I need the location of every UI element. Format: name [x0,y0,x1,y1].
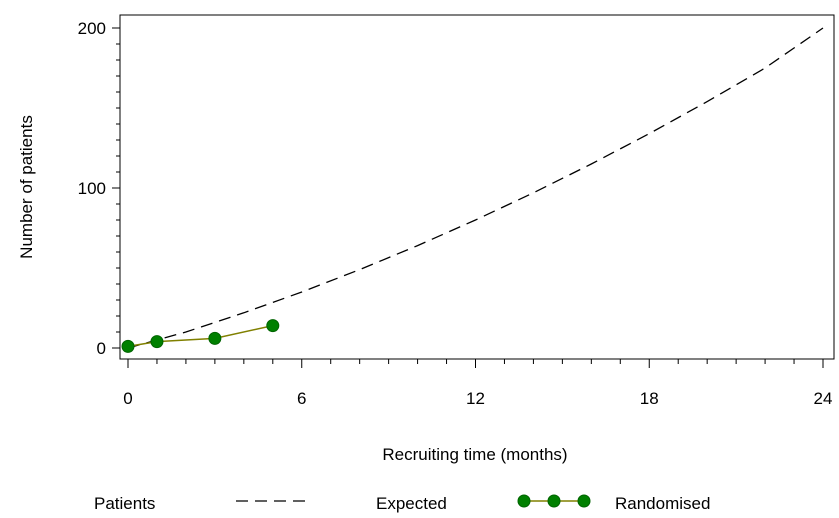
legend-randomised-marker [577,494,591,508]
legend-randomised-swatch [517,494,591,508]
data-point-randomised [266,319,280,333]
x-axis: 0 6 12 18 24 [123,359,832,408]
series-line-expected [127,27,824,349]
x-tick-label: 18 [640,389,659,408]
plot-frame [119,14,835,360]
x-tick-label: 6 [297,389,306,408]
x-tick-label: 0 [123,389,132,408]
x-tick-label: 12 [466,389,485,408]
x-tick-label: 24 [814,389,833,408]
y-tick-label: 200 [78,19,106,38]
series-layer [121,27,824,353]
y-axis-title: Number of patients [17,115,36,259]
series-line-randomised [127,324,273,348]
y-tick-label: 0 [97,339,106,358]
legend: Patients Expected Randomised [94,494,710,513]
x-axis-title: Recruiting time (months) [382,445,567,464]
y-tick-label: 100 [78,179,106,198]
legend-randomised-marker [547,494,561,508]
y-axis: 0 100 200 [78,19,120,358]
data-point-randomised [208,331,222,345]
data-point-randomised [150,335,164,349]
data-point-randomised [121,339,135,353]
legend-randomised-marker [517,494,531,508]
legend-randomised-label: Randomised [615,494,710,513]
legend-title: Patients [94,494,155,513]
legend-expected-label: Expected [376,494,447,513]
